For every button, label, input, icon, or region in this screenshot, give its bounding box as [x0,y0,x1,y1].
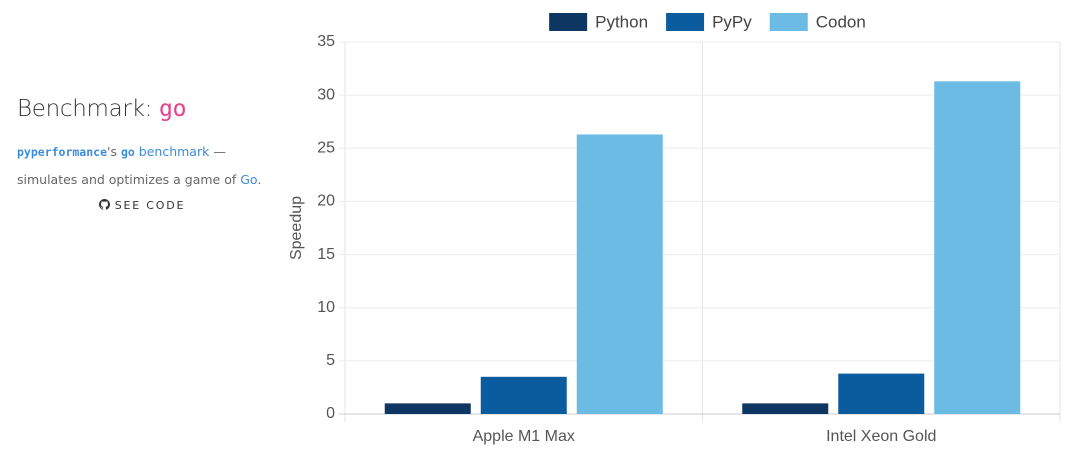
text: 's [107,144,121,159]
legend-swatch [769,13,808,31]
text: — [209,144,226,159]
sidebar: Benchmark: go pyperformance's go benchma… [17,96,277,212]
x-tick-label: Apple M1 Max [473,428,575,445]
bar [576,134,663,414]
text: . [257,172,262,187]
see-code-label: SEE CODE [114,199,186,212]
y-tick-label: 0 [326,405,335,422]
text: simulates and optimizes a game of [17,172,241,187]
link[interactable]: benchmark [134,144,210,159]
github-icon [98,199,110,210]
code: go [120,145,135,159]
y-tick-label: 30 [317,86,335,103]
bar [742,403,829,414]
y-axis-label: Speedup [288,196,305,260]
code-link[interactable]: pyperformance [17,145,108,159]
title-prefix: Benchmark: [17,96,160,122]
x-tick-label: Intel Xeon Gold [826,428,936,445]
bar [384,403,471,414]
bar [480,376,567,414]
benchmark-title: Benchmark: go [17,96,277,122]
y-tick-label: 25 [317,140,335,157]
benchmark-name: go [159,96,187,122]
y-tick-label: 5 [326,352,335,369]
legend-label: Codon [816,12,866,31]
legend-label: Python [595,12,648,31]
description: pyperformance's go benchmark — simulates … [17,138,277,193]
legend-swatch [666,13,705,31]
legend-swatch [549,13,588,31]
y-tick-label: 15 [317,246,335,263]
bar [934,81,1021,414]
y-tick-label: 35 [317,33,335,50]
bar [838,373,925,414]
y-tick-label: 20 [317,193,335,210]
y-tick-label: 10 [317,299,335,316]
link[interactable]: Go [240,172,258,187]
see-code-button[interactable]: SEE CODE [17,199,267,212]
legend-label: PyPy [712,12,752,31]
